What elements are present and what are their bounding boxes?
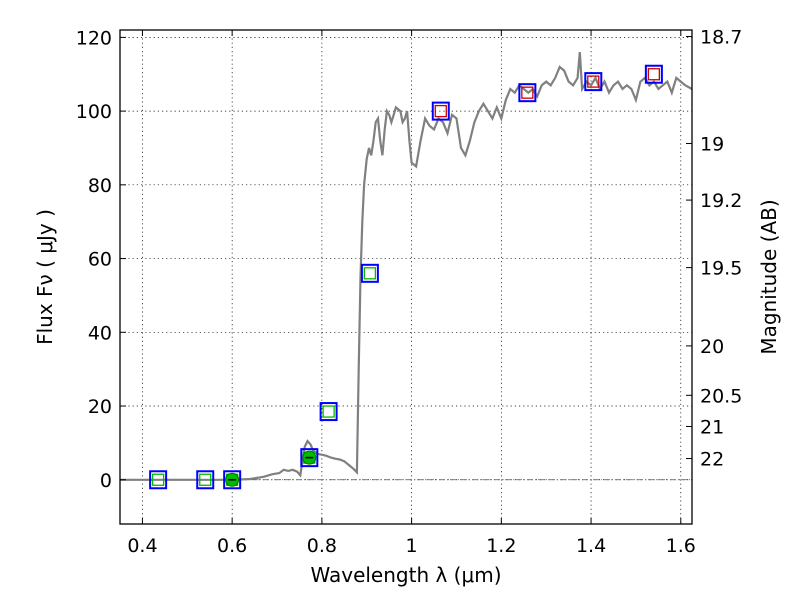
observed-flux-box [149, 470, 168, 490]
mag-tick-label: 20 [700, 336, 724, 358]
observed-flux-box [518, 83, 537, 103]
y-tick-label: 80 [88, 175, 112, 197]
observed-flux-box [196, 470, 215, 490]
mag-tick-label: 22 [700, 449, 724, 471]
y-axis-title: Flux Fν ( μJy ) [33, 209, 57, 345]
model-flux-box-optical [363, 267, 377, 280]
model-flux-box-nir [647, 68, 661, 81]
model-flux-box-nir [434, 104, 447, 118]
mag-tick-label: 20.5 [700, 385, 742, 407]
y-tick-label: 40 [88, 322, 112, 344]
observed-flux-box [223, 470, 242, 490]
model-flux-box-nir [521, 86, 534, 99]
model-flux-box-nir [587, 75, 600, 88]
x-tick-label: 1.4 [576, 535, 606, 557]
y2-axis-title: Magnitude (AB) [757, 199, 781, 354]
model-flux-box-optical [322, 405, 335, 418]
mag-tick-label: 19.5 [700, 258, 742, 280]
observed-flux-box [644, 64, 663, 84]
model-flux-box-optical [199, 473, 212, 486]
observed-flux-box [300, 448, 319, 468]
observed-flux-box [584, 72, 603, 92]
y-tick-label: 120 [76, 27, 112, 49]
photometry-markers [149, 64, 663, 490]
x-tick-label: 0.6 [217, 535, 247, 557]
observed-flux-box [319, 402, 338, 422]
y-tick-label: 0 [100, 470, 112, 492]
x-tick-label: 1.6 [666, 535, 696, 557]
spectrum-line [120, 52, 693, 481]
x-tick-label: 0.8 [307, 535, 337, 557]
x-tick-label: 1 [406, 535, 418, 557]
x-axis-title: Wavelength λ (μm) [310, 563, 501, 587]
x-tick-label: 1.2 [486, 535, 516, 557]
model-flux-box-optical [151, 473, 165, 486]
observed-flux-box [431, 101, 450, 121]
y-tick-label: 100 [76, 101, 112, 123]
tick-labels: 0.4 0.6 0.8 1 1.2 1.4 1.6 0 20 40 60 80 100 120 18.7 19… [76, 27, 743, 557]
y-tick-label: 20 [88, 396, 112, 418]
observed-flux-box [360, 263, 379, 283]
mag-tick-label: 21 [700, 416, 724, 438]
mag-tick-label: 18.7 [700, 27, 742, 49]
mag-tick-label: 19.2 [700, 190, 742, 212]
x-tick-label: 0.4 [127, 535, 157, 557]
y-tick-label: 60 [88, 249, 112, 271]
axis-ticks [120, 30, 692, 524]
plot-frame [119, 29, 693, 525]
mag-tick-label: 19 [700, 134, 724, 156]
grid-lines [120, 30, 692, 524]
